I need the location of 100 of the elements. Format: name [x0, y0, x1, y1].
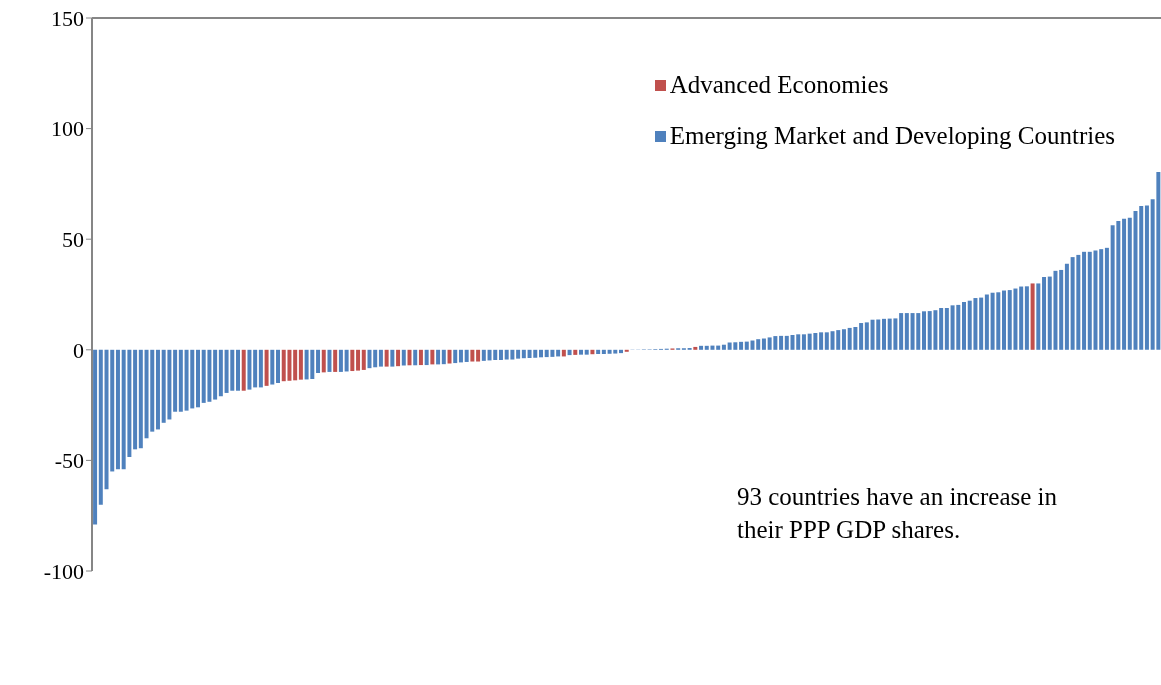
- bar: [195, 349, 200, 408]
- bar: [1019, 286, 1024, 350]
- bar: [1122, 218, 1127, 350]
- bar: [521, 349, 526, 359]
- bar: [601, 349, 606, 354]
- y-tick-label: 150: [51, 5, 84, 31]
- bar: [619, 349, 624, 354]
- y-tick-label: -100: [43, 558, 84, 584]
- bar: [333, 349, 338, 372]
- bar: [293, 349, 298, 381]
- bar: [264, 349, 269, 386]
- y-tick-label: 50: [62, 227, 84, 253]
- bar: [373, 349, 378, 368]
- bar: [1030, 283, 1035, 350]
- bar: [579, 349, 583, 355]
- bar: [133, 349, 138, 450]
- bar: [1127, 217, 1132, 350]
- bar: [481, 349, 486, 361]
- bar: [344, 349, 349, 372]
- bar: [367, 349, 372, 369]
- bar: [98, 349, 103, 505]
- annotation: 93 countries have an increase in their PPP GDP shares.: [737, 482, 1058, 545]
- bar: [424, 349, 429, 366]
- y-tick-label: -50: [54, 448, 84, 474]
- bar: [1099, 249, 1104, 350]
- bar: [173, 349, 178, 412]
- bar: [801, 334, 806, 350]
- bar: [984, 294, 989, 350]
- bar: [258, 349, 263, 388]
- legend-label: Emerging Market and Developing Countries: [669, 121, 1115, 151]
- bar: [298, 349, 303, 380]
- bar: [819, 332, 824, 350]
- legend-label: Advanced Economies: [669, 70, 889, 100]
- bar: [356, 349, 361, 371]
- y-tick-label: 100: [51, 116, 84, 142]
- bar: [962, 302, 967, 350]
- bar: [516, 349, 521, 359]
- bar: [841, 329, 846, 350]
- bar: [350, 349, 355, 372]
- bar: [721, 344, 726, 350]
- bar: [1036, 283, 1041, 350]
- bar: [138, 349, 143, 449]
- bar: [413, 349, 418, 366]
- bar: [1024, 286, 1029, 350]
- bar: [155, 349, 160, 430]
- bar: [218, 349, 223, 397]
- bar: [276, 349, 281, 383]
- bar: [859, 323, 864, 350]
- bar: [921, 311, 926, 350]
- bar: [1064, 263, 1069, 350]
- bar: [1042, 277, 1047, 350]
- bar: [93, 349, 98, 525]
- bar: [453, 349, 458, 364]
- bar: [739, 341, 744, 350]
- bar: [470, 349, 475, 362]
- bar: [316, 349, 321, 374]
- bar: [596, 349, 601, 354]
- bar: [178, 349, 183, 412]
- bar: [824, 332, 829, 350]
- bar: [567, 349, 572, 356]
- bar: [476, 349, 481, 362]
- bar: [338, 349, 343, 372]
- bar: [321, 349, 326, 373]
- bar: [1082, 251, 1087, 350]
- bar: [573, 349, 578, 355]
- bar: [236, 349, 240, 391]
- bar: [538, 349, 543, 358]
- bar: [407, 349, 412, 366]
- bar: [270, 349, 275, 385]
- bar: [327, 349, 332, 372]
- bar: [436, 349, 441, 365]
- bar: [944, 307, 949, 350]
- bar: [418, 349, 423, 366]
- bar: [864, 322, 869, 350]
- bar: [979, 297, 984, 350]
- bar: [693, 346, 698, 350]
- bar: [784, 335, 789, 350]
- bar: [115, 349, 120, 470]
- bar: [904, 313, 909, 350]
- bar: [1104, 247, 1109, 350]
- bar: [241, 349, 246, 391]
- bar: [1002, 290, 1007, 350]
- bar: [699, 345, 704, 350]
- bar: [253, 349, 258, 388]
- bar: [378, 349, 383, 367]
- bar: [361, 349, 366, 370]
- bar: [899, 313, 904, 350]
- bar: [756, 339, 761, 350]
- bar: [441, 349, 446, 365]
- bar: [761, 338, 766, 350]
- bar: [779, 335, 784, 350]
- bar: [1059, 269, 1064, 350]
- bar: [213, 349, 218, 400]
- bar: [396, 349, 401, 367]
- bar: [584, 349, 589, 355]
- bar: [464, 349, 469, 362]
- bar: [430, 349, 435, 365]
- y-tick-label: 0: [73, 337, 84, 363]
- bar: [1144, 205, 1149, 350]
- bar: [939, 307, 944, 350]
